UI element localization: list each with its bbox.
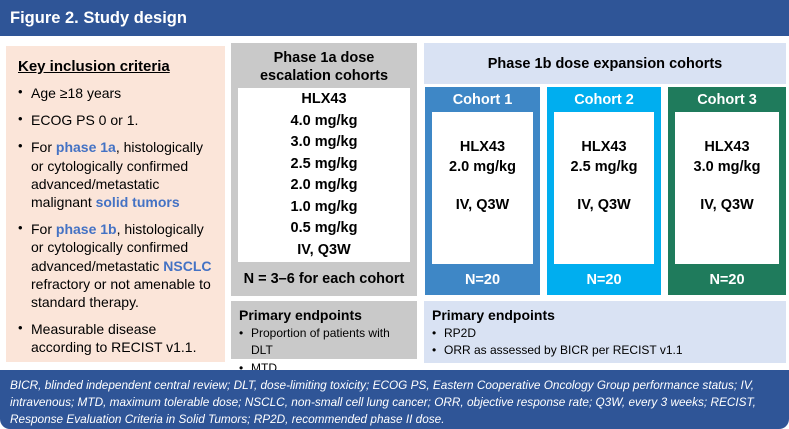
bullet-icon: • <box>18 111 23 127</box>
dose-level: 2.5 mg/kg <box>290 155 358 172</box>
inclusion-item: • For phase 1a, histologically or cytolog… <box>18 138 203 210</box>
inclusion-list: • Age ≥18 years • ECOG PS 0 or 1. • For pha… <box>18 84 215 356</box>
bullet-icon: • <box>432 343 437 358</box>
cohort-3-n: N=20 <box>709 271 745 288</box>
cohort-dose: 3.0 mg/kg <box>693 159 761 175</box>
cohort-3-box: Cohort 3 HLX43 3.0 mg/kg IV, Q3W N=20 <box>668 87 786 295</box>
cohort-3-dose-box: HLX43 3.0 mg/kg IV, Q3W <box>675 112 779 264</box>
cohort-1-box: Cohort 1 HLX43 2.0 mg/kg IV, Q3W N=20 <box>425 87 540 295</box>
figure-title: Figure 2. Study design <box>10 8 187 27</box>
phase1a-dose-box: HLX43 4.0 mg/kg 3.0 mg/kg 2.5 mg/kg 2.0 … <box>238 88 410 262</box>
cohort-drug: HLX43 <box>704 139 750 155</box>
cohort-drug: HLX43 <box>581 139 627 155</box>
cohort-2-label: Cohort 2 <box>574 91 634 108</box>
dose-level: 4.0 mg/kg <box>290 112 358 129</box>
spacer <box>554 177 654 195</box>
solid-tumors-highlight: solid tumors <box>95 193 180 210</box>
phase1a-panel: Phase 1a dose escalation cohorts HLX43 4… <box>231 43 417 296</box>
cohort-drug: HLX43 <box>459 139 506 155</box>
bullet-icon: • <box>18 320 23 336</box>
inclusion-item: • Age ≥18 years <box>18 84 122 101</box>
phase1a-endpoints-panel: Primary endpoints • Proportion of patient… <box>231 301 417 375</box>
phase1b-endpoints-heading: Primary endpoints <box>432 307 555 323</box>
spacer <box>432 177 533 195</box>
abbreviations-footer: BICR, blinded independent central review… <box>0 370 789 429</box>
bullet-icon: • <box>239 360 244 375</box>
cohort-1-label: Cohort 1 <box>452 91 513 108</box>
figure-title-bar: Figure 2. Study design <box>0 0 789 36</box>
inclusion-item: • ECOG PS 0 or 1. <box>18 111 139 129</box>
phase1a-cohort-size-note: N = 3–6 for each cohort <box>243 271 405 287</box>
phase1a-endpoints-heading: Primary endpoints <box>239 307 362 323</box>
phase1b-endpoints-panel: Primary endpoints • RP2D • ORR as assessed… <box>424 301 786 363</box>
cohort-1-n: N=20 <box>464 271 501 288</box>
bullet-icon: • <box>239 326 244 340</box>
inclusion-item: • For phase 1b, histologically or cytolog… <box>18 220 212 310</box>
dose-level: 0.5 mg/kg <box>290 220 358 236</box>
inclusion-criteria-panel: Key inclusion criteria • Age ≥18 years • E… <box>6 46 225 362</box>
cohort-route: IV, Q3W <box>455 197 510 213</box>
spacer <box>675 177 779 195</box>
phase1b-title: Phase 1b dose expansion cohorts <box>487 55 723 72</box>
cohort-route: IV, Q3W <box>577 197 631 213</box>
cohort-2-box: Cohort 2 HLX43 2.5 mg/kg IV, Q3W N=20 <box>547 87 661 295</box>
dose-level: 3.0 mg/kg <box>290 134 358 150</box>
endpoint-item: • Proportion of patients with DLT <box>239 325 409 360</box>
phase1a-title: Phase 1a dose escalation cohorts <box>259 50 389 85</box>
dose-level: 1.0 mg/kg <box>290 198 358 215</box>
bullet-icon: • <box>18 220 23 236</box>
endpoint-item: • RP2D <box>432 325 778 342</box>
phase1b-title-band: Phase 1b dose expansion cohorts <box>424 43 786 84</box>
cohort-2-dose-box: HLX43 2.5 mg/kg IV, Q3W <box>554 112 654 264</box>
abbreviations-text: BICR, blinded independent central review… <box>10 378 756 426</box>
inclusion-item: • Measurable disease according to RECIST … <box>18 320 197 356</box>
dose-level: 2.0 mg/kg <box>290 177 358 193</box>
nsclc-highlight: NSCLC <box>163 257 212 274</box>
phase1a-drug: HLX43 <box>301 91 347 107</box>
cohort-2-n: N=20 <box>586 271 622 288</box>
cohort-dose: 2.5 mg/kg <box>570 159 638 175</box>
phase-1b-highlight: phase 1b <box>55 221 117 238</box>
bullet-icon: • <box>18 138 23 154</box>
cohort-route: IV, Q3W <box>700 197 754 213</box>
inclusion-heading: Key inclusion criteria <box>18 58 170 75</box>
phase-1a-highlight: phase 1a <box>55 139 116 156</box>
cohort-1-dose-box: HLX43 2.0 mg/kg IV, Q3W <box>432 112 533 264</box>
endpoint-item: • ORR as assessed by BICR per RECIST v1.1 <box>432 342 778 359</box>
bullet-icon: • <box>18 84 23 99</box>
bullet-icon: • <box>432 326 437 340</box>
phase1a-route: IV, Q3W <box>297 241 351 258</box>
cohort-3-label: Cohort 3 <box>697 91 757 108</box>
cohort-dose: 2.0 mg/kg <box>449 159 516 175</box>
